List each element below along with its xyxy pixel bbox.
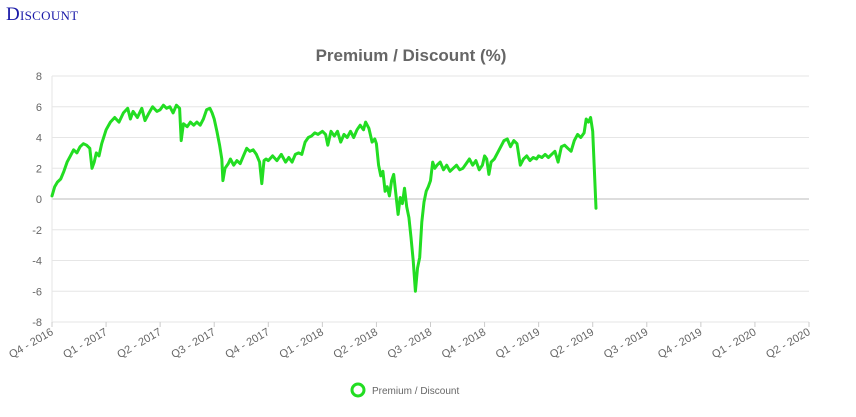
x-tick-label: Q2 - 2018: [332, 326, 380, 361]
y-tick-label: 0: [36, 194, 42, 206]
x-tick-label: Q4 - 2018: [440, 326, 488, 361]
x-axis: Q4 - 2016 Q1 - 2017 Q2 - 2017 Q3 - 2017 Q4 -…: [7, 322, 813, 361]
x-tick-label: Q4 - 2019: [656, 326, 704, 361]
y-tick-label: -8: [32, 317, 42, 329]
x-tick-label: Q2 - 2020: [764, 326, 812, 361]
legend[interactable]: Premium / Discount: [350, 382, 459, 398]
x-tick-label: Q2 - 2017: [115, 326, 163, 361]
series-line-0: [50, 103, 598, 293]
x-tick-label: Q1 - 2017: [61, 326, 109, 361]
x-tick-label: Q3 - 2017: [169, 326, 217, 361]
y-tick-label: 2: [36, 163, 42, 175]
y-tick-label: 4: [36, 133, 42, 145]
y-tick-label: -4: [32, 256, 42, 268]
x-tick-label: Q4 - 2017: [223, 326, 271, 361]
x-tick-label: Q2 - 2019: [548, 326, 596, 361]
y-tick-label: -2: [32, 225, 42, 237]
legend-marker-premium-discount[interactable]: [350, 382, 366, 398]
y-tick-label: -6: [32, 286, 42, 298]
x-tick-label: Q1 - 2019: [494, 326, 542, 361]
y-tick-label: 8: [36, 71, 42, 83]
x-tick-label: Q1 - 2018: [277, 326, 325, 361]
y-tick-label: 6: [36, 102, 42, 114]
y-axis: -8 -6 -4 -2 0 2 4 6 8: [32, 71, 42, 329]
legend-label-premium-discount[interactable]: Premium / Discount: [372, 386, 459, 397]
x-tick-label: Q3 - 2018: [386, 326, 434, 361]
x-tick-label: Q3 - 2019: [602, 326, 650, 361]
chart-title: Premium / Discount (%): [316, 46, 507, 65]
page-heading: Discount: [6, 4, 79, 25]
grid-lines: [51, 75, 809, 323]
x-tick-label: Q1 - 2020: [710, 326, 758, 361]
x-tick-label: Q4 - 2016: [7, 326, 55, 361]
series-layer: [50, 103, 598, 293]
